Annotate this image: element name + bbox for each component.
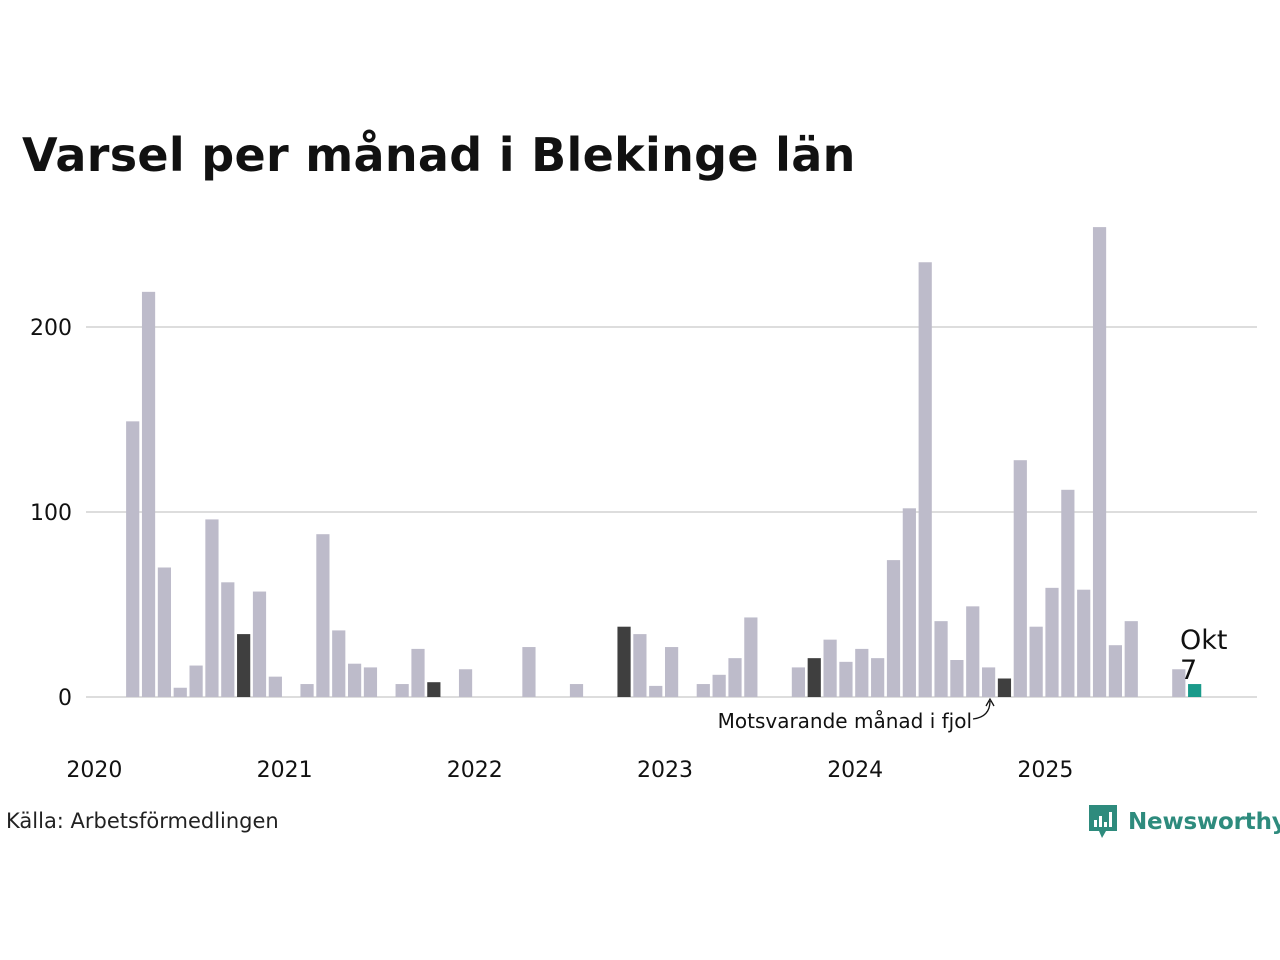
bar	[950, 660, 964, 697]
y-axis-labels: 0 100 200	[30, 316, 72, 711]
bar-same-month-previous-year	[807, 658, 821, 697]
bars	[126, 227, 1202, 697]
y-tick-label: 100	[30, 501, 72, 526]
bar	[126, 421, 140, 697]
bar-chart: 0 100 200 2020 2021 2022 2023 2024 2025 Okt 7 M…	[30, 227, 1257, 783]
bar	[300, 684, 314, 697]
bar	[569, 684, 584, 697]
bar	[966, 606, 980, 697]
bar	[1077, 589, 1091, 697]
bar	[189, 665, 203, 697]
bar	[1061, 489, 1075, 697]
x-tick-label: 2020	[66, 758, 122, 783]
bar	[173, 687, 187, 697]
bar	[316, 534, 330, 697]
annotation-arrowhead-icon	[985, 697, 995, 707]
current-month-label: Okt	[1180, 625, 1227, 656]
newsworthy-chart-bubble-icon	[1089, 805, 1117, 838]
bar	[855, 648, 869, 697]
bar	[141, 291, 156, 697]
bar	[268, 676, 282, 697]
bar	[982, 667, 996, 697]
logo-text: Newsworthy	[1128, 809, 1280, 835]
bar	[1029, 626, 1043, 697]
bar-same-month-previous-year	[237, 634, 251, 697]
previous-year-annotation: Motsvarande månad i fjol	[718, 709, 972, 733]
bar	[1013, 460, 1027, 697]
bar	[458, 669, 473, 697]
bar	[839, 661, 853, 697]
chart-title: Varsel per månad i Blekinge län	[22, 128, 856, 182]
bar	[205, 519, 219, 697]
bar	[744, 617, 758, 697]
bar-same-month-previous-year	[427, 682, 441, 697]
bar	[728, 658, 742, 697]
bar	[696, 684, 710, 697]
bar	[363, 667, 378, 697]
bar	[1172, 669, 1186, 697]
y-tick-label: 0	[58, 686, 72, 711]
bar	[157, 567, 171, 697]
bar	[1108, 645, 1122, 697]
x-tick-label: 2024	[827, 758, 883, 783]
bar	[252, 591, 267, 697]
bar	[411, 648, 425, 697]
bar-current-month	[1188, 684, 1202, 697]
bar	[348, 663, 362, 697]
bar	[633, 634, 647, 697]
bar	[712, 674, 726, 697]
source-credit: Källa: Arbetsförmedlingen	[6, 809, 279, 833]
newsworthy-logo: Newsworthy	[1088, 804, 1280, 840]
annotations: Okt 7 Motsvarande månad i fjol	[718, 625, 1228, 733]
bar	[665, 647, 679, 697]
x-tick-label: 2021	[257, 758, 313, 783]
bar	[1124, 621, 1138, 697]
bar-same-month-previous-year	[997, 678, 1012, 697]
x-tick-label: 2022	[447, 758, 503, 783]
bar	[791, 667, 805, 697]
bar	[1092, 227, 1107, 697]
bar	[823, 639, 837, 697]
bar	[395, 684, 409, 697]
bar	[918, 262, 932, 697]
bar	[332, 630, 346, 697]
bar	[649, 685, 663, 697]
current-value-label: 7	[1180, 655, 1197, 686]
x-axis-labels: 2020 2021 2022 2023 2024 2025	[66, 758, 1073, 783]
bar-same-month-previous-year	[617, 626, 631, 697]
x-tick-label: 2025	[1017, 758, 1073, 783]
bar	[902, 508, 916, 697]
annotation-arrow-icon	[972, 700, 991, 720]
bar	[934, 621, 948, 697]
bar	[1045, 587, 1059, 697]
bar	[221, 582, 235, 697]
bar	[522, 647, 536, 697]
y-tick-label: 200	[30, 316, 72, 341]
bar	[886, 560, 901, 697]
x-tick-label: 2023	[637, 758, 693, 783]
bar	[871, 658, 885, 697]
